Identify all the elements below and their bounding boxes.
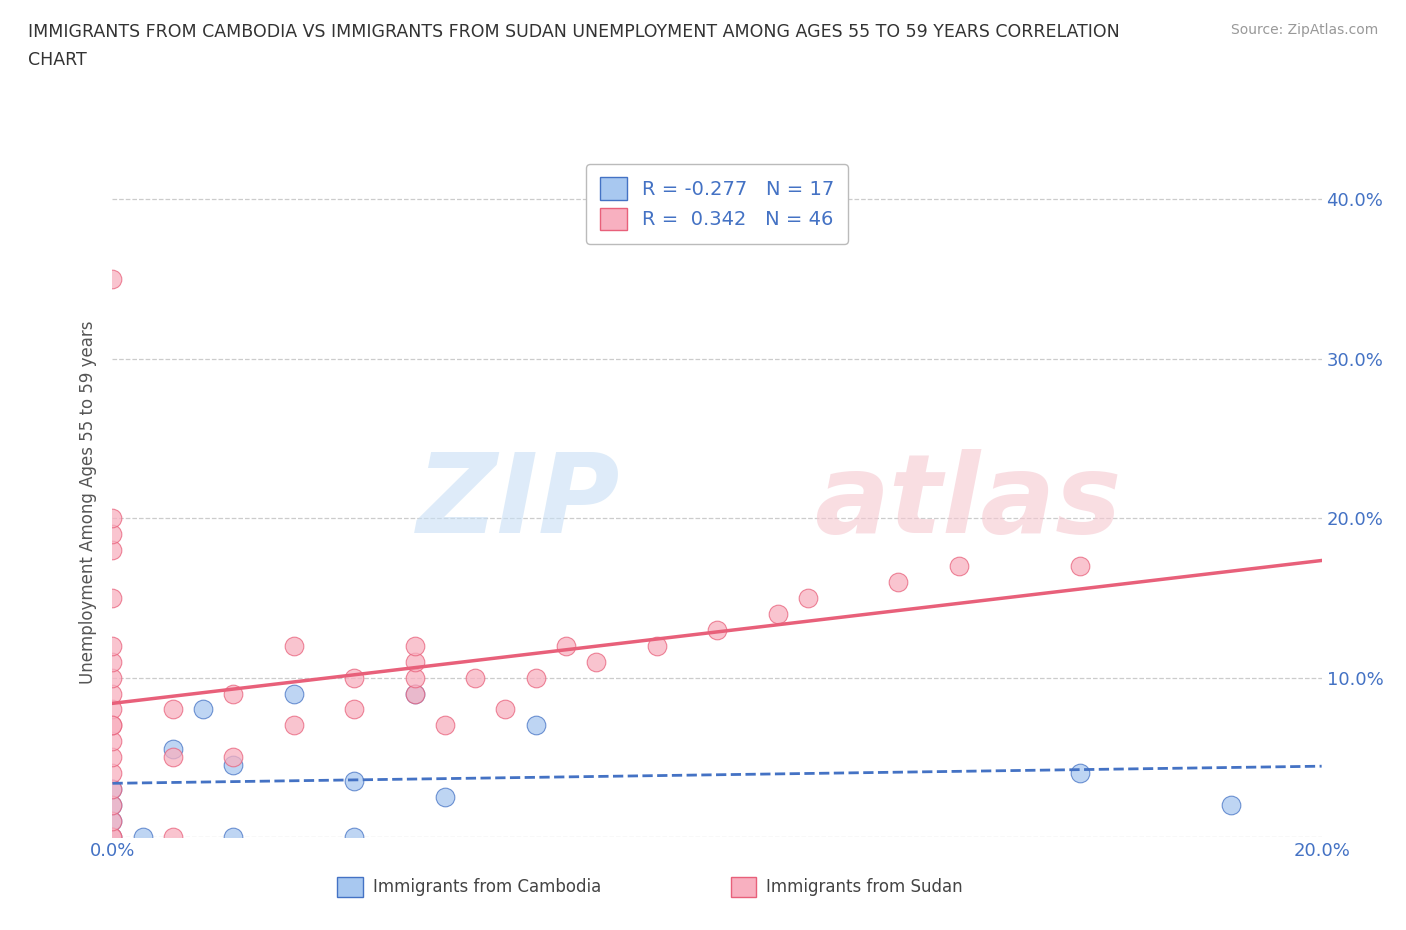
Point xyxy=(495,702,517,717)
Point xyxy=(101,542,124,557)
Point xyxy=(343,702,366,717)
Text: CHART: CHART xyxy=(28,51,87,69)
Point xyxy=(706,622,728,637)
Point xyxy=(283,638,305,653)
Point xyxy=(101,511,124,525)
Point xyxy=(1220,798,1243,813)
Point xyxy=(222,758,245,773)
Text: ZIP: ZIP xyxy=(416,448,620,556)
Point xyxy=(101,782,124,797)
Point xyxy=(101,686,124,701)
Point xyxy=(343,830,366,844)
Point xyxy=(343,774,366,789)
Point xyxy=(101,526,124,541)
Point xyxy=(101,718,124,733)
Point xyxy=(343,671,366,685)
Point xyxy=(101,272,124,286)
Point xyxy=(404,654,426,669)
Point xyxy=(162,702,184,717)
Text: atlas: atlas xyxy=(814,448,1121,556)
Text: IMMIGRANTS FROM CAMBODIA VS IMMIGRANTS FROM SUDAN UNEMPLOYMENT AMONG AGES 55 TO : IMMIGRANTS FROM CAMBODIA VS IMMIGRANTS F… xyxy=(28,23,1119,41)
Point xyxy=(101,782,124,797)
Point xyxy=(404,686,426,701)
Point xyxy=(101,702,124,717)
Point xyxy=(101,671,124,685)
Point xyxy=(101,798,124,813)
Point xyxy=(101,830,124,844)
Point xyxy=(101,734,124,749)
Point xyxy=(222,686,245,701)
Point xyxy=(222,830,245,844)
Point xyxy=(585,654,607,669)
Point xyxy=(524,671,547,685)
Point xyxy=(887,575,910,590)
Point xyxy=(101,798,124,813)
Point xyxy=(283,718,305,733)
Point xyxy=(101,591,124,605)
Point xyxy=(796,591,818,605)
Point xyxy=(766,606,789,621)
Point xyxy=(464,671,486,685)
Point xyxy=(1069,559,1091,574)
Point xyxy=(191,702,214,717)
Point xyxy=(132,830,155,844)
Point xyxy=(404,671,426,685)
Legend: R = -0.277   N = 17, R =  0.342   N = 46: R = -0.277 N = 17, R = 0.342 N = 46 xyxy=(586,164,848,244)
Point xyxy=(101,750,124,764)
Point xyxy=(433,718,456,733)
Point xyxy=(524,718,547,733)
Point xyxy=(404,686,426,701)
Point xyxy=(101,830,124,844)
Text: Source: ZipAtlas.com: Source: ZipAtlas.com xyxy=(1230,23,1378,37)
Point xyxy=(101,830,124,844)
Point xyxy=(162,750,184,764)
Text: Immigrants from Cambodia: Immigrants from Cambodia xyxy=(373,878,600,897)
Point xyxy=(554,638,576,653)
Point xyxy=(101,814,124,829)
Y-axis label: Unemployment Among Ages 55 to 59 years: Unemployment Among Ages 55 to 59 years xyxy=(79,321,97,684)
Point xyxy=(222,750,245,764)
Point xyxy=(101,654,124,669)
Point xyxy=(1069,765,1091,780)
Point xyxy=(162,830,184,844)
Text: Immigrants from Sudan: Immigrants from Sudan xyxy=(766,878,963,897)
Point xyxy=(283,686,305,701)
Point xyxy=(404,638,426,653)
Point xyxy=(101,718,124,733)
Point xyxy=(433,790,456,804)
Point xyxy=(101,814,124,829)
Point xyxy=(645,638,668,653)
Point xyxy=(162,742,184,757)
Point xyxy=(948,559,970,574)
Point xyxy=(101,765,124,780)
Point xyxy=(101,638,124,653)
